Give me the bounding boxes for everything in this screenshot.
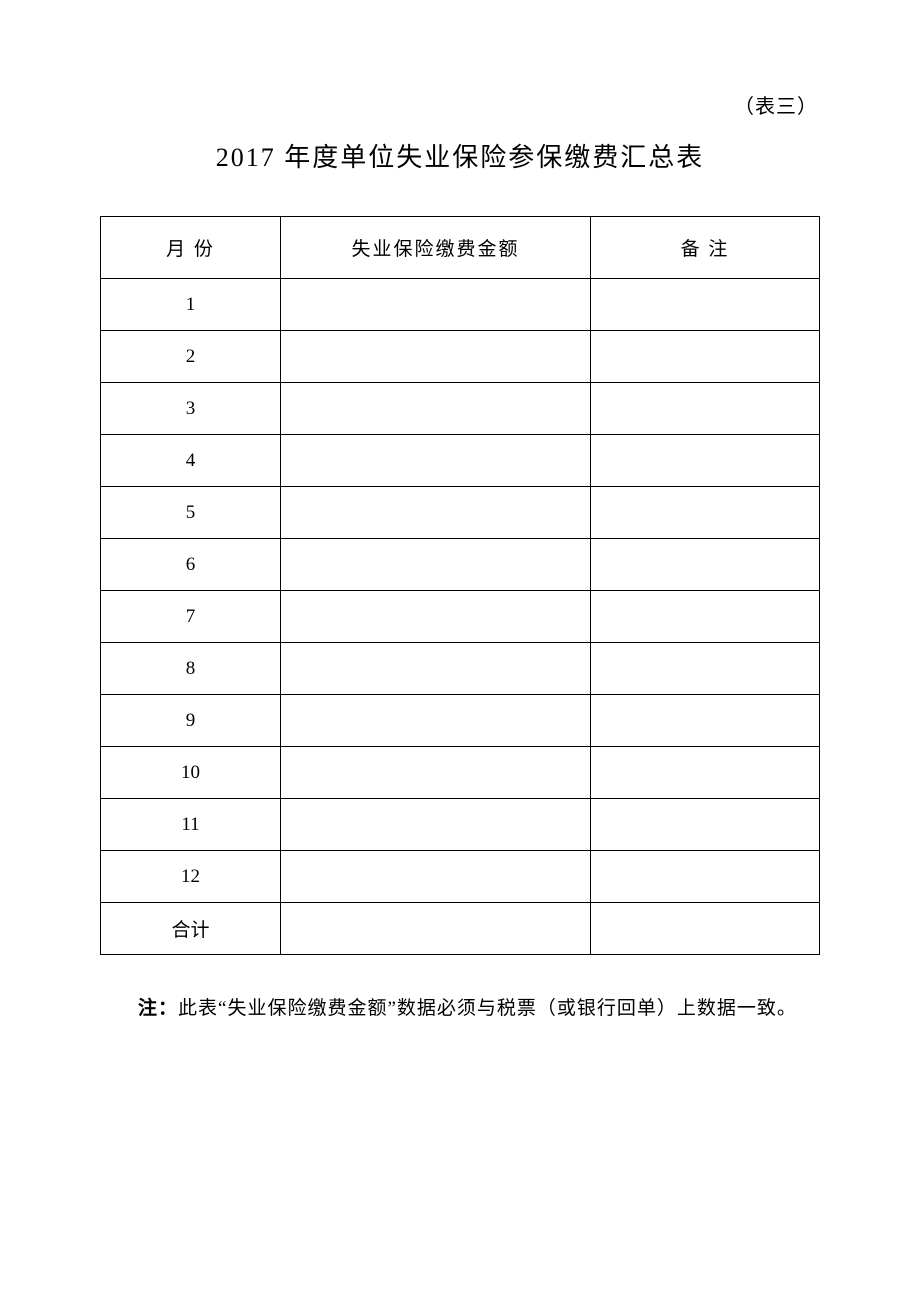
table-row: 11 xyxy=(101,799,820,851)
table-body: 1 2 3 4 5 6 7 8 9 10 11 12 合计 xyxy=(101,279,820,955)
cell-month: 10 xyxy=(101,747,281,799)
table-row: 3 xyxy=(101,383,820,435)
cell-month: 2 xyxy=(101,331,281,383)
table-row: 10 xyxy=(101,747,820,799)
cell-month: 12 xyxy=(101,851,281,903)
table-row-total: 合计 xyxy=(101,903,820,955)
cell-month: 合计 xyxy=(101,903,281,955)
footnote: 注：此表“失业保险缴费金额”数据必须与税票（或银行回单）上数据一致。 xyxy=(100,991,820,1027)
cell-remark xyxy=(591,435,820,487)
table-row: 9 xyxy=(101,695,820,747)
header-month: 月 份 xyxy=(101,217,281,279)
cell-remark xyxy=(591,799,820,851)
cell-remark xyxy=(591,331,820,383)
cell-remark xyxy=(591,695,820,747)
cell-month: 9 xyxy=(101,695,281,747)
form-number-label: （表三） xyxy=(100,90,820,119)
cell-month: 5 xyxy=(101,487,281,539)
cell-remark xyxy=(591,643,820,695)
cell-month: 8 xyxy=(101,643,281,695)
cell-remark xyxy=(591,591,820,643)
cell-remark xyxy=(591,383,820,435)
cell-amount xyxy=(281,487,591,539)
cell-remark xyxy=(591,747,820,799)
cell-amount xyxy=(281,695,591,747)
cell-amount xyxy=(281,279,591,331)
cell-amount xyxy=(281,435,591,487)
table-row: 6 xyxy=(101,539,820,591)
cell-amount xyxy=(281,383,591,435)
footnote-label: 注： xyxy=(138,998,178,1019)
cell-amount xyxy=(281,539,591,591)
cell-remark xyxy=(591,539,820,591)
table-row: 2 xyxy=(101,331,820,383)
cell-month: 1 xyxy=(101,279,281,331)
cell-remark xyxy=(591,279,820,331)
cell-month: 11 xyxy=(101,799,281,851)
cell-month: 6 xyxy=(101,539,281,591)
cell-amount xyxy=(281,903,591,955)
table-row: 4 xyxy=(101,435,820,487)
cell-amount xyxy=(281,331,591,383)
table-row: 5 xyxy=(101,487,820,539)
table-row: 7 xyxy=(101,591,820,643)
cell-amount xyxy=(281,591,591,643)
table-row: 1 xyxy=(101,279,820,331)
cell-amount xyxy=(281,799,591,851)
footnote-text: 此表“失业保险缴费金额”数据必须与税票（或银行回单）上数据一致。 xyxy=(178,998,797,1019)
cell-amount xyxy=(281,747,591,799)
cell-remark xyxy=(591,487,820,539)
table-header-row: 月 份 失业保险缴费金额 备 注 xyxy=(101,217,820,279)
table-row: 8 xyxy=(101,643,820,695)
cell-remark xyxy=(591,903,820,955)
document-title: 2017 年度单位失业保险参保缴费汇总表 xyxy=(100,137,820,174)
header-remark: 备 注 xyxy=(591,217,820,279)
table-row: 12 xyxy=(101,851,820,903)
cell-month: 7 xyxy=(101,591,281,643)
cell-amount xyxy=(281,851,591,903)
cell-remark xyxy=(591,851,820,903)
cell-month: 4 xyxy=(101,435,281,487)
header-amount: 失业保险缴费金额 xyxy=(281,217,591,279)
cell-amount xyxy=(281,643,591,695)
summary-table: 月 份 失业保险缴费金额 备 注 1 2 3 4 5 6 7 8 9 10 11… xyxy=(100,216,820,955)
cell-month: 3 xyxy=(101,383,281,435)
